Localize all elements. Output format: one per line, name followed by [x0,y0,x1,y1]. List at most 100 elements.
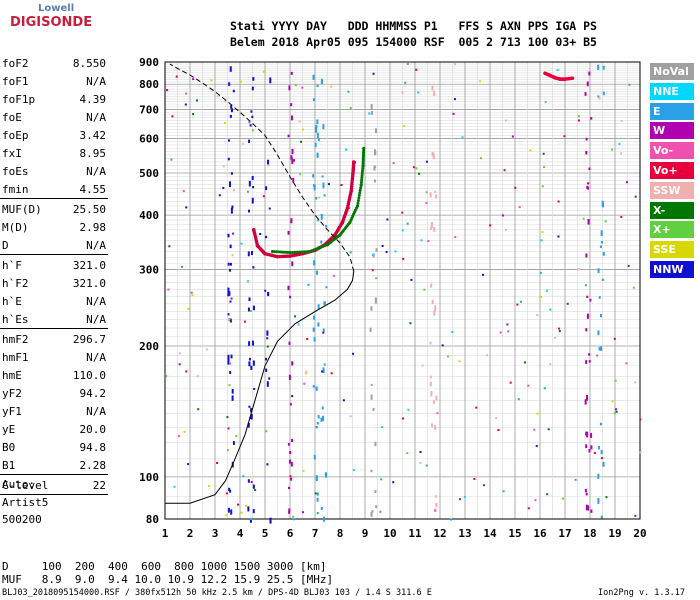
param-row-c-level: C-level 22 [2,479,106,493]
noise-echo [321,175,324,178]
noise-echo [287,134,290,138]
noise-echo [540,295,543,298]
noise-echo [235,435,238,438]
noise-echo [577,115,580,118]
noise-echo [392,162,395,165]
noise-echo [420,239,423,242]
trace-point-x [356,201,360,205]
noise-echo [370,104,373,110]
noise-echo [604,220,607,223]
noise-echo [620,152,623,155]
auto-artist-label: Artist5 [2,496,49,509]
noise-echo [287,230,290,235]
noise-echo [506,323,509,326]
panel-divider [0,494,108,495]
noise-echo [585,504,588,511]
noise-echo [266,330,269,336]
noise-echo [586,81,589,87]
plot-frame [164,61,641,520]
noise-echo [625,362,628,365]
noise-echo [316,270,319,275]
noise-echo [536,412,539,415]
noise-echo [315,386,318,391]
noise-echo [611,400,614,403]
legend-item-vominus: Vo- [650,142,694,160]
trace-point-x [358,191,362,195]
noise-echo [584,92,587,96]
noise-echo [178,352,181,355]
noise-echo [613,412,616,415]
noise-echo [323,363,326,366]
data-point-oblique-echo [543,71,547,75]
y-tick-label: 900 [139,56,159,69]
noise-echo [541,185,544,188]
noise-echo [196,99,199,102]
noise-echo [527,384,530,387]
noise-echo [170,158,173,161]
noise-echo [380,426,383,429]
noise-echo [250,250,253,255]
noise-echo [248,341,251,346]
y-tick-label: 300 [139,263,159,276]
noise-echo [599,422,602,426]
noise-echo [316,512,319,515]
param-row-fof2: foF2 8.550 [2,57,106,71]
noise-echo [196,375,199,378]
noise-echo [262,195,265,198]
muf-row: MUF 8.9 9.0 9.4 10.0 10.9 12.2 15.9 25.5… [2,573,334,586]
x-tick-label: 19 [608,527,621,540]
noise-echo [313,315,316,320]
noise-echo [291,361,294,366]
noise-echo [226,416,229,419]
noise-echo [627,264,630,267]
noise-echo [527,507,530,510]
noise-echo [375,248,378,252]
data-point-o [255,244,260,248]
noise-echo [596,354,599,357]
noise-echo [401,211,404,214]
param-value: 4.55 [79,183,107,196]
noise-echo [312,327,315,332]
noise-echo [250,413,253,420]
noise-echo [549,308,552,311]
param-name: B1 [2,459,16,472]
param-row-muf-d-: MUF(D) 25.50 [2,203,106,217]
noise-echo [431,151,434,157]
noise-echo [615,410,618,413]
noise-echo [434,425,437,430]
param-row-yf1: yF1 N/A [2,405,106,419]
param-row-m-d-: M(D) 2.98 [2,221,106,235]
noise-echo [231,205,234,209]
noise-echo [547,428,550,431]
noise-echo [600,241,603,244]
noise-echo [369,327,372,333]
noise-echo [386,218,389,221]
y-tick-label: 100 [139,471,159,484]
noise-echo [586,313,589,319]
param-row-hme: hmE 110.0 [2,369,106,383]
noise-echo [588,71,591,76]
data-point-x [288,251,292,255]
param-value: 2.28 [79,459,107,472]
data-point-oblique-echo [558,77,562,81]
x-tick-label: 17 [558,527,571,540]
param-name: yF1 [2,405,22,418]
noise-echo [250,517,253,520]
noise-echo [587,219,590,225]
data-point-o [275,254,280,259]
noise-echo [618,142,621,145]
noise-echo [600,515,603,519]
noise-echo [230,509,233,515]
series-profile [165,271,355,504]
noise-echo [250,365,253,370]
noise-echo [535,445,538,448]
header-line-2: Belem 2018 Apr05 095 154000 RSF 005 2 71… [230,35,597,49]
noise-echo [287,442,290,446]
noise-echo [600,313,603,318]
noise-echo [418,172,421,175]
param-name: h`E [2,295,22,308]
noise-echo [247,479,250,483]
param-name: hmF2 [2,333,29,346]
noise-echo [586,295,589,298]
noise-echo [227,354,230,361]
